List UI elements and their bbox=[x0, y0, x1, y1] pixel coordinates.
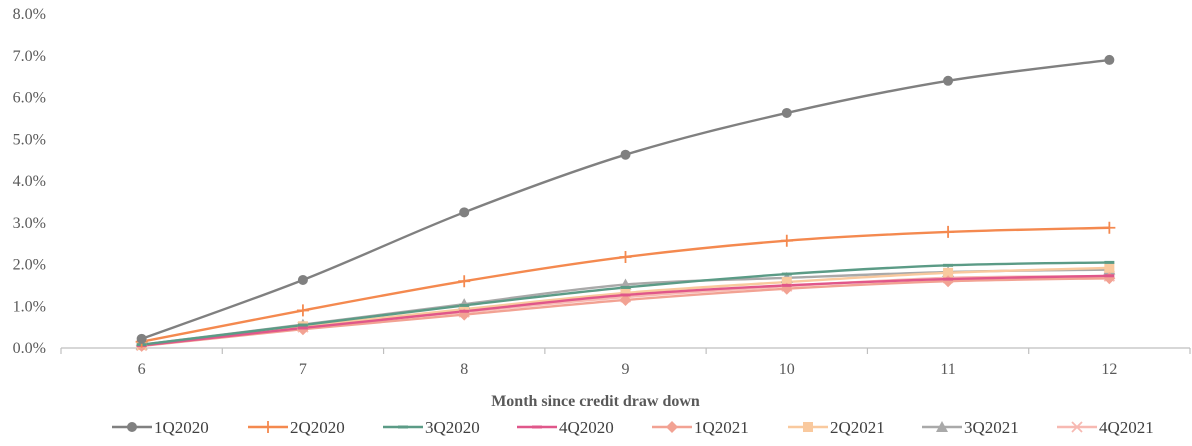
legend-marker bbox=[262, 421, 274, 433]
legend-label: 3Q2021 bbox=[964, 418, 1019, 437]
legend-label: 4Q2020 bbox=[559, 418, 614, 437]
y-tick-label: 1.0% bbox=[13, 298, 46, 315]
x-axis-title: Month since credit draw down bbox=[491, 393, 700, 410]
data-point bbox=[619, 250, 632, 263]
data-point bbox=[1104, 262, 1115, 273]
x-tick-label: 12 bbox=[1101, 361, 1117, 378]
legend-label: 3Q2020 bbox=[425, 418, 480, 437]
data-point bbox=[459, 207, 470, 218]
data-point bbox=[781, 107, 792, 118]
y-axis-ticks: 0.0% 1.0% 2.0% 3.0% 4.0% 5.0% 6.0% 7.0% 8.0% bbox=[13, 6, 46, 357]
data-point bbox=[136, 333, 147, 344]
x-tick-label: 8 bbox=[460, 361, 468, 378]
x-tick-label: 11 bbox=[940, 361, 955, 378]
legend-label: 2Q2020 bbox=[290, 418, 345, 437]
legend-marker bbox=[803, 422, 813, 432]
x-tick-label: 6 bbox=[138, 361, 146, 378]
data-point bbox=[943, 75, 954, 86]
legend-marker bbox=[936, 421, 948, 432]
legend: 1Q2020 2Q2020 3Q2020 4Q2020 1Q2021 2Q2021 3Q20… bbox=[112, 418, 1154, 437]
x-tick-label: 10 bbox=[779, 361, 795, 378]
legend-marker bbox=[1071, 421, 1083, 433]
legend-marker bbox=[666, 421, 678, 433]
x-tick-label: 9 bbox=[622, 361, 630, 378]
data-point bbox=[781, 277, 792, 288]
y-tick-label: 7.0% bbox=[13, 48, 46, 65]
legend-label: 4Q2021 bbox=[1099, 418, 1154, 437]
legend-label: 1Q2021 bbox=[694, 418, 749, 437]
data-point bbox=[942, 225, 955, 238]
series-markers bbox=[135, 54, 1116, 352]
data-point bbox=[458, 275, 471, 288]
data-point bbox=[619, 293, 632, 306]
data-point bbox=[297, 274, 308, 285]
y-tick-label: 8.0% bbox=[13, 6, 46, 23]
x-axis: 6 7 8 9 10 11 12 bbox=[60, 347, 1191, 378]
data-point bbox=[296, 304, 309, 317]
data-point bbox=[1103, 221, 1116, 234]
y-tick-label: 2.0% bbox=[13, 257, 46, 274]
x-tick-label: 7 bbox=[299, 361, 307, 378]
data-point bbox=[1104, 54, 1115, 65]
data-point bbox=[780, 234, 793, 247]
data-point bbox=[943, 267, 954, 278]
data-point bbox=[620, 149, 631, 160]
y-tick-label: 4.0% bbox=[13, 173, 46, 190]
y-tick-label: 6.0% bbox=[13, 90, 46, 107]
y-tick-label: 0.0% bbox=[13, 340, 46, 357]
data-point bbox=[620, 287, 631, 298]
legend-label: 1Q2020 bbox=[154, 418, 209, 437]
y-tick-label: 3.0% bbox=[13, 215, 46, 232]
legend-label: 2Q2021 bbox=[830, 418, 885, 437]
y-tick-label: 5.0% bbox=[13, 131, 46, 148]
legend-marker bbox=[127, 422, 137, 432]
